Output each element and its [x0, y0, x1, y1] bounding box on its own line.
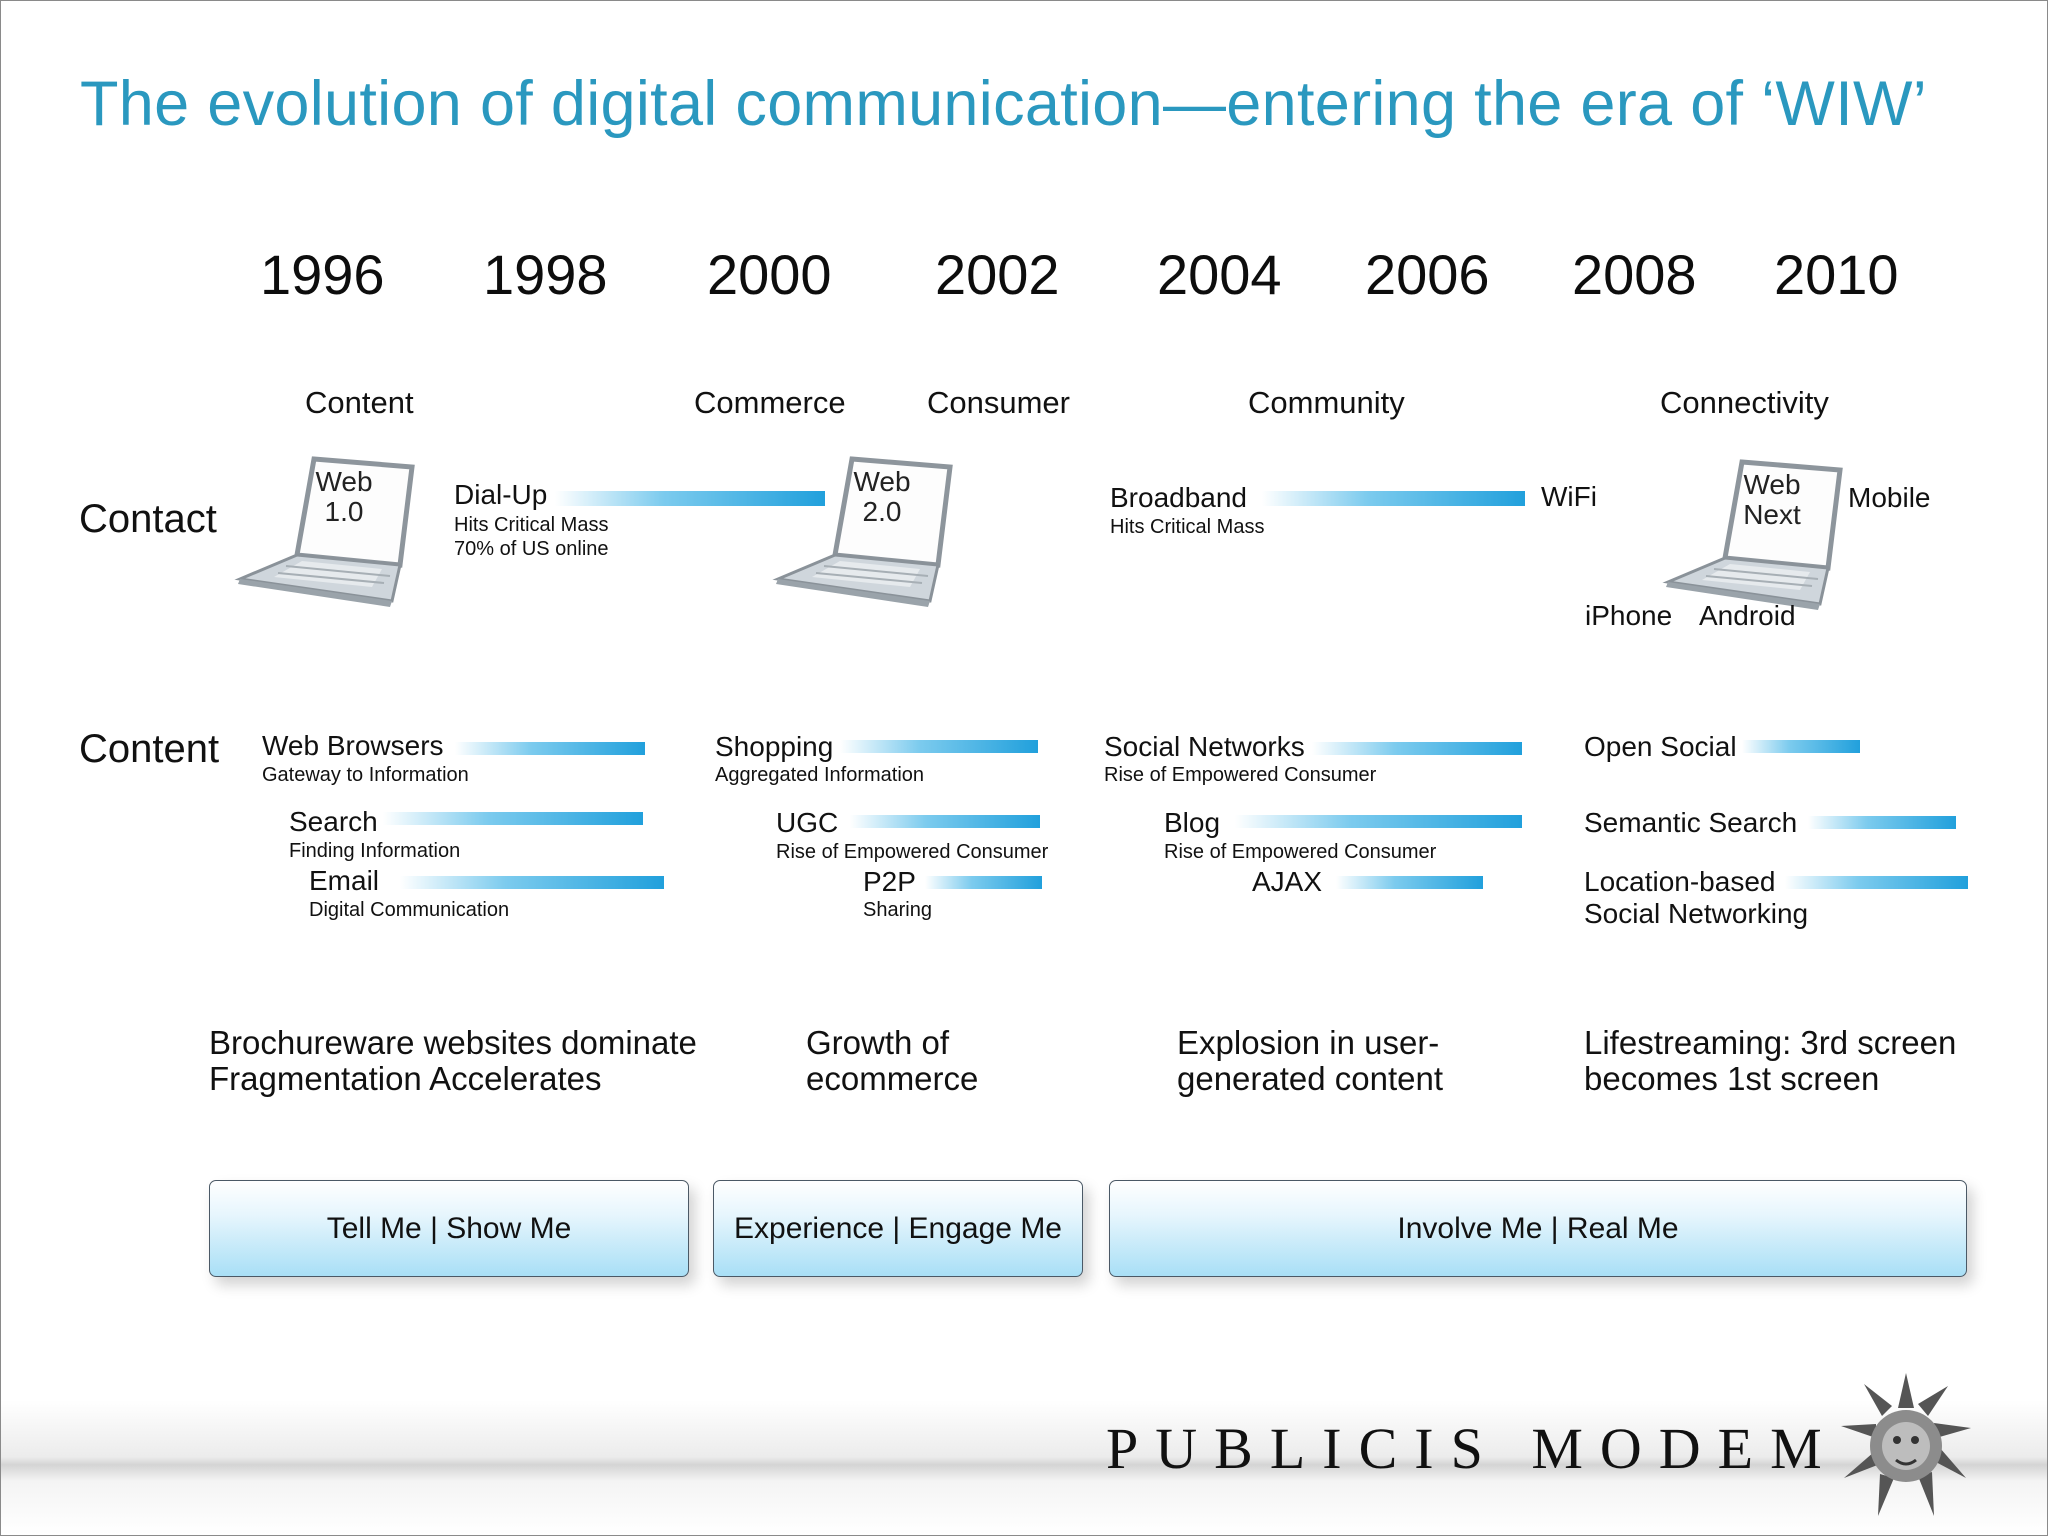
web-browsers-bar: [455, 742, 645, 755]
email-label: Email: [309, 865, 380, 896]
dialup-label: Dial-Up: [454, 479, 548, 510]
laptop-label-line1: Web: [315, 466, 373, 497]
summary-line: Brochureware websites dominate: [209, 1024, 697, 1061]
year-label: 2002: [935, 243, 1060, 306]
laptop-label-line1: Web: [1743, 469, 1801, 500]
social-networks-label: Social Networks: [1104, 731, 1305, 762]
summary-1: Brochureware websites dominate Fragmenta…: [209, 1025, 697, 1097]
era-label: Commerce: [694, 385, 846, 420]
semantic-search-bar: [1808, 816, 1956, 829]
search-label: Search: [289, 806, 378, 837]
blog-sub: Rise of Empowered Consumer: [1164, 841, 1437, 863]
shopping-sub: Aggregated Information: [715, 764, 925, 786]
lion-head-logo-icon: [1836, 1368, 1976, 1533]
wifi-label: WiFi: [1541, 481, 1597, 512]
mobile-label: Mobile: [1848, 482, 1931, 513]
broadband-label: Broadband: [1110, 482, 1248, 513]
semantic-search-label: Semantic Search: [1584, 807, 1798, 838]
publicis-modem-logo: PUBLICIS MODEM: [1106, 1416, 1839, 1481]
shopping-label: Shopping: [715, 731, 834, 762]
ajax-bar: [1336, 876, 1483, 889]
era-label: Content: [305, 385, 414, 420]
year-label: 2004: [1157, 243, 1282, 306]
year-label: 2010: [1774, 243, 1899, 306]
year-label: 2006: [1365, 243, 1490, 306]
web-browsers-sub: Gateway to Information: [262, 764, 469, 786]
p2p-sub: Sharing: [863, 899, 932, 921]
dialup-bar: [555, 491, 825, 506]
experience-engage-me-button[interactable]: Experience | Engage Me: [713, 1180, 1083, 1277]
broadband-sub: Hits Critical Mass: [1110, 516, 1265, 538]
web-browsers-label: Web Browsers: [262, 730, 444, 761]
summary-line: Explosion in user-: [1177, 1024, 1440, 1061]
summary-line: Fragmentation Accelerates: [209, 1060, 602, 1097]
row-label-contact: Contact: [79, 497, 217, 541]
year-label: 2000: [707, 243, 832, 306]
android-label: Android: [1699, 600, 1796, 631]
broadband-bar: [1262, 491, 1525, 506]
search-sub: Finding Information: [289, 840, 461, 862]
location-label-line2: Social Networking: [1584, 898, 1809, 929]
ugc-bar: [850, 815, 1040, 828]
p2p-label: P2P: [863, 866, 916, 897]
laptop-label-line2: 2.0: [862, 496, 902, 527]
ugc-label: UGC: [776, 807, 839, 838]
location-label-line1: Location-based: [1584, 866, 1776, 897]
year-label: 1998: [483, 243, 608, 306]
summary-line: Growth of: [806, 1024, 950, 1061]
email-bar: [400, 876, 664, 889]
summary-4: Lifestreaming: 3rd screen becomes 1st sc…: [1584, 1025, 1956, 1097]
p2p-bar: [925, 876, 1042, 889]
row-label-content: Content: [79, 727, 220, 771]
year-label: 1996: [260, 243, 385, 306]
shopping-bar: [840, 740, 1038, 753]
summary-line: becomes 1st screen: [1584, 1060, 1880, 1097]
ugc-sub: Rise of Empowered Consumer: [776, 841, 1049, 863]
era-label: Consumer: [927, 385, 1070, 420]
era-label: Community: [1248, 385, 1405, 420]
laptop-web-next-icon: Web Next: [1660, 458, 1845, 613]
tell-me-show-me-button[interactable]: Tell Me | Show Me: [209, 1180, 689, 1277]
blog-bar: [1235, 815, 1522, 828]
laptop-label-line1: Web: [853, 466, 911, 497]
laptop-web-2-icon: Web 2.0: [770, 455, 955, 610]
summary-line: ecommerce: [806, 1060, 979, 1097]
page-title: The evolution of digital communication—e…: [80, 69, 1928, 139]
era-label: Connectivity: [1660, 385, 1829, 420]
blog-label: Blog: [1164, 807, 1221, 838]
ajax-label: AJAX: [1252, 866, 1323, 897]
involve-me-real-me-button[interactable]: Involve Me | Real Me: [1109, 1180, 1967, 1277]
location-bar: [1785, 876, 1968, 889]
laptop-label-line2: 1.0: [324, 496, 364, 527]
open-social-label: Open Social: [1584, 731, 1737, 762]
footer-band: [1, 1400, 2047, 1535]
summary-line: Lifestreaming: 3rd screen: [1584, 1024, 1957, 1061]
laptop-web-1-icon: Web 1.0: [232, 455, 417, 610]
open-social-bar: [1742, 740, 1860, 753]
laptop-label-line2: Next: [1743, 499, 1801, 530]
year-label: 2008: [1572, 243, 1697, 306]
search-bar: [383, 812, 643, 825]
dialup-sub-2: 70% of US online: [454, 538, 609, 560]
social-networks-bar: [1312, 742, 1522, 755]
summary-2: Growth of ecommerce: [806, 1025, 978, 1097]
summary-line: generated content: [1177, 1060, 1444, 1097]
summary-3: Explosion in user- generated content: [1177, 1025, 1443, 1097]
iphone-label: iPhone: [1585, 600, 1673, 631]
dialup-sub-1: Hits Critical Mass: [454, 514, 609, 536]
email-sub: Digital Communication: [309, 899, 510, 921]
social-networks-sub: Rise of Empowered Consumer: [1104, 764, 1377, 786]
